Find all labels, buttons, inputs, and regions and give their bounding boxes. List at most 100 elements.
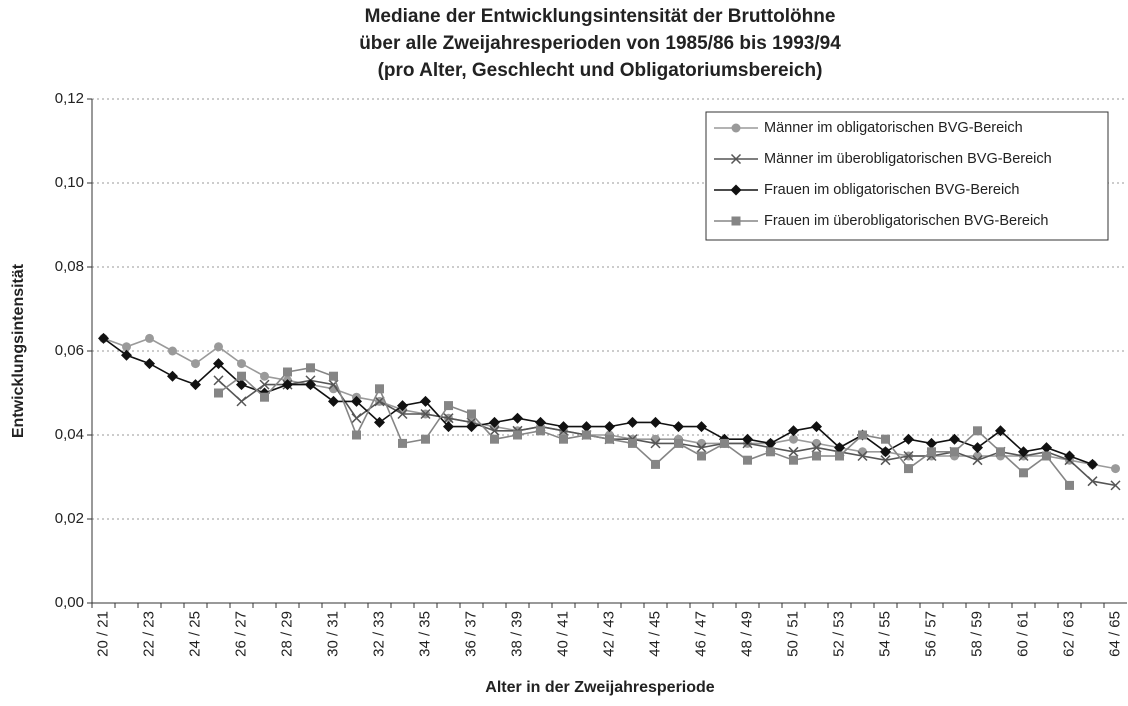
point [604, 421, 615, 433]
series-line [103, 337, 1116, 470]
point [995, 425, 1006, 437]
x-tick-label: 50 / 51 [784, 611, 801, 657]
x-tick-label: 30 / 31 [324, 611, 341, 657]
point [880, 446, 891, 458]
point [651, 459, 660, 469]
point [397, 408, 408, 420]
series-line [217, 379, 1116, 487]
point [1018, 446, 1029, 458]
point [558, 421, 569, 433]
point [260, 371, 269, 381]
x-tick-label: 38 / 39 [508, 611, 525, 657]
point [375, 384, 384, 394]
point [972, 455, 983, 466]
x-tick-label: 54 / 55 [876, 611, 893, 657]
point [305, 379, 316, 391]
point [835, 451, 844, 461]
x-tick-label: 46 / 47 [692, 611, 709, 657]
point [236, 396, 247, 407]
point [237, 359, 246, 369]
point [731, 123, 741, 133]
point [282, 379, 293, 391]
point [489, 416, 500, 428]
y-tick-label: 0,04 [55, 426, 84, 443]
point [122, 342, 131, 352]
x-tick-label: 34 / 35 [416, 611, 433, 657]
x-tick-label: 44 / 45 [646, 611, 663, 657]
point [880, 455, 891, 466]
point [857, 450, 868, 462]
point [306, 363, 315, 373]
point [926, 437, 937, 449]
y-tick-label: 0,12 [55, 90, 84, 107]
point [628, 438, 637, 448]
point [421, 434, 430, 444]
point [674, 438, 683, 448]
point [789, 434, 798, 444]
point [973, 426, 982, 436]
legend-label: Frauen im überobligatorischen BVG-Bereic… [764, 213, 1049, 229]
point [696, 442, 707, 453]
point [972, 442, 983, 454]
point [730, 184, 742, 196]
point [1041, 442, 1052, 454]
point [996, 447, 1005, 457]
point [190, 379, 201, 391]
point [811, 421, 822, 433]
point [351, 395, 362, 407]
point [903, 433, 914, 445]
chart-title: (pro Alter, Geschlecht und Obligatoriums… [378, 60, 823, 81]
series-line [218, 366, 1071, 486]
point [467, 409, 476, 419]
x-tick-label: 42 / 43 [600, 611, 617, 657]
point [214, 342, 223, 352]
point [489, 425, 500, 436]
point [466, 421, 477, 433]
x-tick-label: 52 / 53 [830, 611, 847, 657]
point [949, 433, 960, 445]
x-tick-label: 36 / 37 [462, 611, 479, 657]
point [904, 464, 913, 474]
point [742, 433, 753, 445]
x-tick-label: 64 / 65 [1106, 611, 1123, 657]
point [213, 358, 224, 370]
chart-title: Mediane der Entwicklungsintensität der B… [365, 6, 836, 27]
point [374, 396, 385, 407]
point [834, 442, 845, 454]
point [420, 395, 431, 407]
legend-box [705, 111, 1109, 241]
point [650, 416, 661, 428]
y-tick-label: 0,02 [55, 510, 84, 527]
x-tick-label: 56 / 57 [922, 611, 939, 657]
point [121, 349, 132, 361]
x-tick-label: 48 / 49 [738, 611, 755, 657]
point [328, 395, 339, 407]
legend-label: Männer im überobligatorischen BVG-Bereic… [764, 151, 1052, 167]
point [513, 430, 522, 440]
point [167, 370, 178, 382]
chart-title: über alle Zweijahresperioden von 1985/86… [359, 33, 841, 54]
point [1110, 480, 1121, 491]
point [881, 434, 890, 444]
point [352, 430, 361, 440]
point [328, 379, 339, 390]
point [743, 455, 752, 465]
point [673, 421, 684, 433]
point [237, 371, 246, 381]
x-tick-label: 22 / 23 [140, 611, 157, 657]
point [259, 379, 270, 390]
point [535, 416, 546, 428]
point [536, 426, 545, 436]
point [1111, 464, 1120, 474]
point [374, 416, 385, 428]
point [191, 359, 200, 369]
point [444, 401, 453, 411]
point [144, 358, 155, 370]
legend-label: Männer im obligatorischen BVG-Bereich [764, 120, 1023, 136]
point [260, 392, 269, 402]
point [1064, 450, 1075, 462]
x-tick-label: 26 / 27 [232, 611, 249, 657]
point [696, 421, 707, 433]
x-tick-label: 20 / 21 [94, 611, 111, 657]
point [98, 332, 109, 344]
